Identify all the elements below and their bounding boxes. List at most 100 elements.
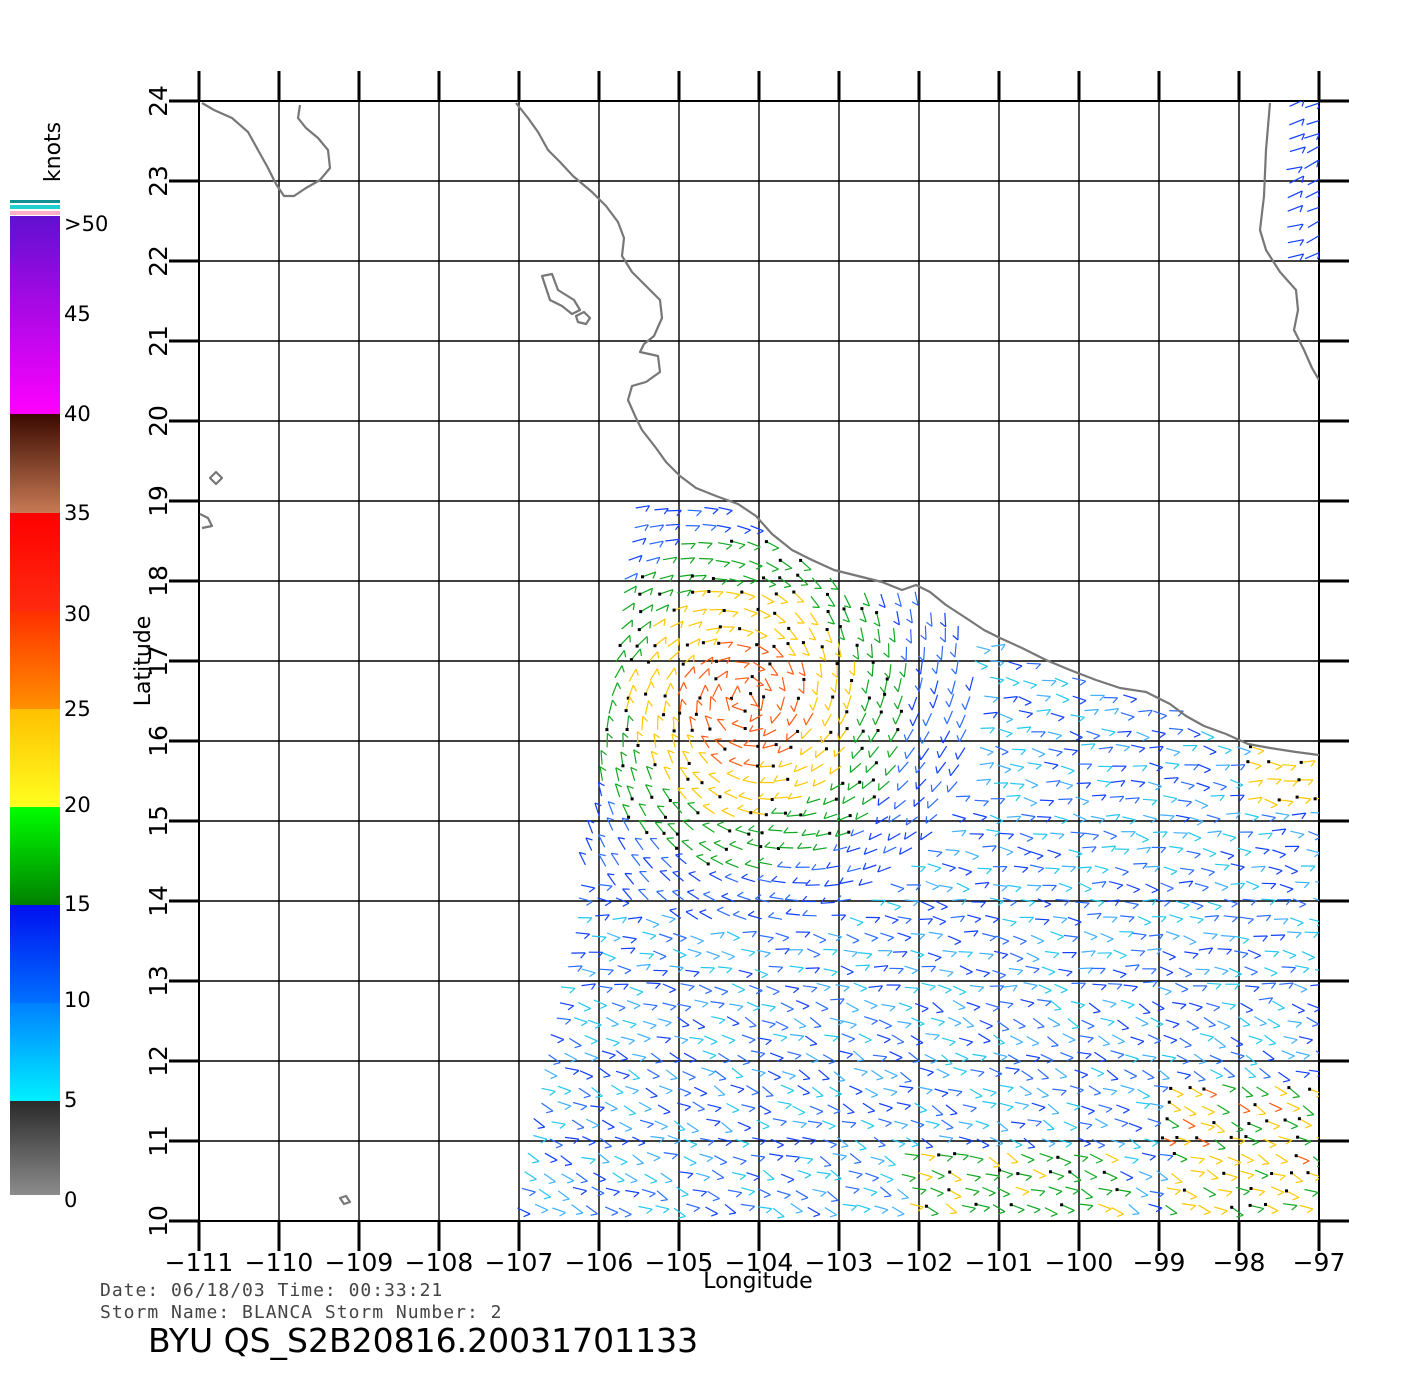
wind-barb [1314, 837, 1319, 841]
wind-vector [992, 1034, 1005, 1044]
color-bar-cap-pink [10, 211, 60, 215]
wind-barb [1029, 816, 1036, 822]
wind-barb [1173, 763, 1180, 770]
wind-barb [1252, 816, 1259, 822]
wind-barb [916, 1042, 924, 1046]
wind-barb [804, 1174, 812, 1179]
wind-barb [698, 621, 703, 629]
wind-vector [605, 1187, 620, 1193]
wind-barb [887, 833, 891, 841]
wind-vector [739, 628, 754, 634]
wind-vector [878, 780, 890, 791]
wind-vector [939, 969, 954, 973]
wind-barb [557, 1039, 565, 1044]
wind-barb [1267, 1058, 1275, 1062]
wind-vector [951, 680, 956, 695]
wind-barb [777, 1144, 784, 1149]
wind-vector [1072, 695, 1087, 702]
wind-vector [564, 1052, 578, 1061]
wind-barb [1269, 817, 1276, 823]
wind-barb [1291, 1205, 1298, 1211]
wind-vector [975, 1120, 990, 1126]
wind-barb [816, 1110, 824, 1116]
wind-barb [1154, 866, 1160, 873]
wind-vector [1287, 239, 1304, 244]
wind-barb [715, 627, 721, 635]
wind-barb [738, 544, 746, 550]
wind-vector [916, 778, 927, 790]
wind-barb [837, 717, 842, 725]
wind-barb [726, 510, 733, 516]
wind-barb [1195, 1094, 1203, 1098]
baja-california-tip [201, 102, 332, 198]
wind-barb [1092, 834, 1099, 841]
wind-barb [713, 839, 721, 844]
wind-barb [1112, 697, 1119, 704]
wind-vector [787, 1051, 802, 1056]
lat-tick-label: 11 [144, 1125, 173, 1157]
wind-barb [1057, 716, 1065, 722]
wind-barb [1028, 916, 1034, 924]
wind-vector [761, 1003, 776, 1008]
wind-vector [780, 1002, 794, 1010]
wind-barb [918, 752, 922, 761]
rain-flag-marker [1172, 1152, 1176, 1155]
wind-barb [1099, 1059, 1107, 1063]
color-bar-segment-5-10 [10, 1003, 60, 1101]
wind-barb [1062, 699, 1070, 704]
wind-vector [823, 798, 837, 806]
wind-barb [805, 879, 811, 886]
wind-barb [829, 767, 832, 775]
wind-barb [681, 1194, 689, 1198]
wind-barb [1191, 745, 1198, 752]
rain-flag-marker [749, 692, 753, 696]
wind-vector [718, 506, 733, 512]
wind-barb [1051, 1044, 1059, 1048]
wind-barb [1026, 726, 1032, 734]
rain-flag-marker [624, 709, 628, 713]
wind-barb [870, 1005, 878, 1010]
wind-vector [607, 801, 614, 815]
wind-barb [832, 949, 838, 956]
wind-vector [874, 711, 882, 725]
wind-vector [1103, 830, 1117, 837]
wind-barb [1279, 1175, 1286, 1181]
wind-vector [1083, 931, 1098, 938]
wind-vector [1198, 1204, 1211, 1213]
wind-vector [1248, 1035, 1263, 1041]
wind-barb [728, 1212, 736, 1215]
wind-barb [586, 1075, 594, 1080]
wind-vector [590, 1105, 605, 1109]
wind-vector [1187, 831, 1202, 839]
wind-vector [1062, 1033, 1076, 1041]
rain-flag-marker [664, 815, 667, 819]
wind-vector [1173, 832, 1188, 834]
wind-barb [788, 653, 796, 656]
wind-barb [876, 701, 881, 708]
wind-barb [713, 638, 718, 646]
wind-barb [1134, 797, 1140, 804]
wind-barb [961, 898, 967, 906]
wind-barb [1238, 1140, 1246, 1146]
wind-barb [630, 938, 637, 944]
wind-vector [1084, 708, 1099, 712]
wind-vector [1162, 1137, 1176, 1143]
wind-barb [905, 638, 912, 644]
wind-barb [1270, 972, 1278, 977]
wind-vector [581, 983, 596, 987]
wind-barb [1037, 1026, 1045, 1029]
wind-barb [652, 571, 657, 579]
wind-barb [1204, 769, 1211, 774]
wind-barb [949, 651, 956, 658]
wind-vector [933, 680, 939, 695]
wind-vector [794, 612, 805, 624]
wind-barb [1140, 934, 1147, 941]
wind-barb [931, 1213, 939, 1217]
wind-barb [1292, 1096, 1300, 1099]
wind-barb [559, 1212, 566, 1217]
wind-barb [1111, 1159, 1119, 1164]
wind-barb [815, 829, 820, 837]
wind-barb [914, 766, 917, 774]
wind-barb [1116, 884, 1124, 890]
wind-vector [967, 914, 981, 920]
